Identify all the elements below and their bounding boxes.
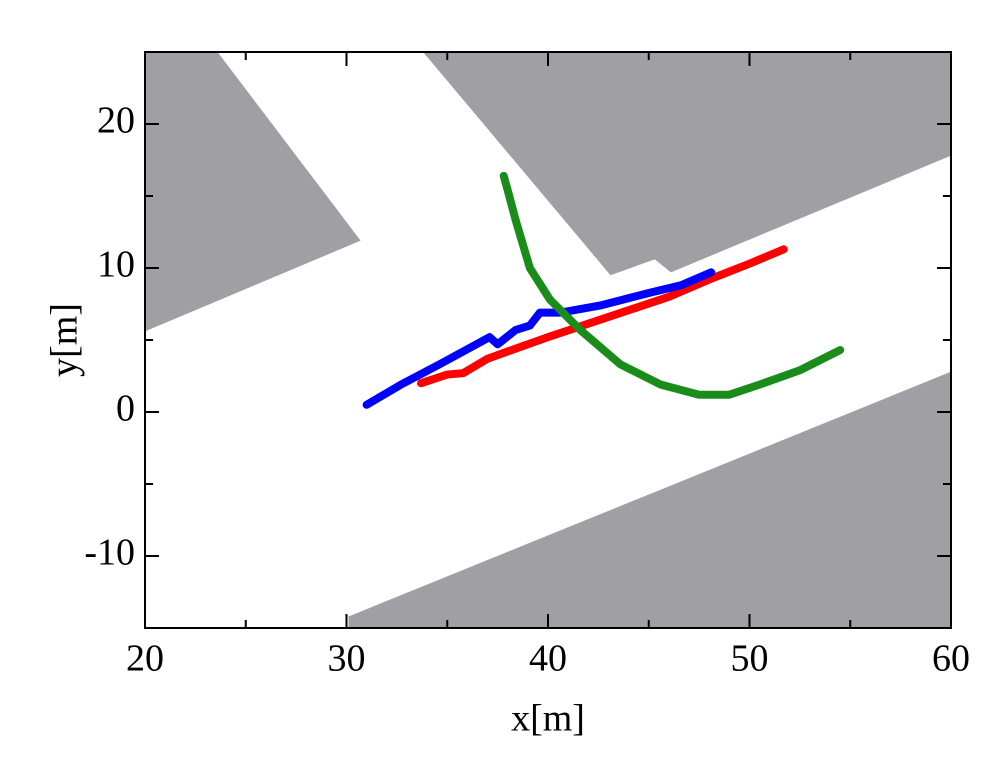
x-tick-label: 20 [126,638,164,680]
y-tick-label: 0 [116,388,135,430]
y-tick-label: -10 [84,532,135,574]
x-tick-label: 50 [731,638,769,680]
y-tick-label: 20 [97,100,135,142]
building-region [423,52,951,276]
trajectory [499,171,845,399]
x-tick-label: 40 [529,638,567,680]
trajectory [417,245,788,388]
y-axis-label: y[m] [44,303,86,377]
x-tick-label: 30 [328,638,366,680]
x-axis-label: x[m] [511,698,585,740]
x-tick-label: 60 [932,638,970,680]
y-tick-label: 10 [97,244,135,286]
building-region [145,52,361,332]
trajectory [362,268,716,409]
building-region [348,371,951,628]
